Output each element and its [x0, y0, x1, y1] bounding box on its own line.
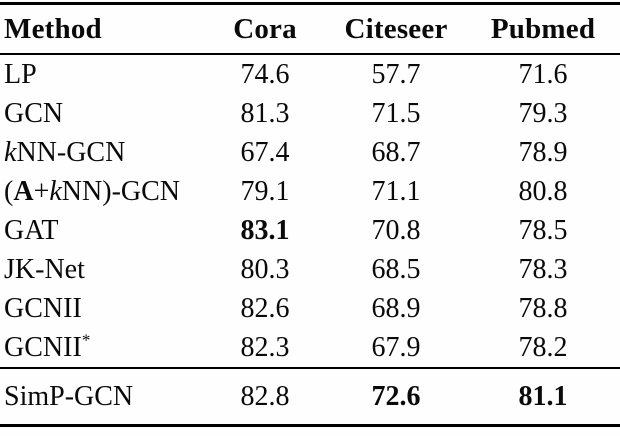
value-cell: 79.1 — [240, 175, 290, 207]
method-cell: GCNII* — [0, 328, 204, 368]
value-cell: 78.2 — [518, 331, 568, 363]
table-row: (A+kNN)-GCN 79.1 71.1 80.8 — [0, 172, 620, 211]
method-text-segment: + — [33, 175, 50, 207]
value-cell: 70.8 — [371, 214, 421, 246]
value-cell: 68.9 — [371, 292, 421, 324]
method-text-segment: SimP-GCN — [4, 380, 134, 412]
table-row: LP 74.6 57.7 71.6 — [0, 54, 620, 94]
value-cell: 71.6 — [518, 58, 568, 90]
method-text-segment: LP — [4, 58, 37, 90]
method-text-segment: GCN — [4, 97, 64, 129]
value-cell: 78.9 — [518, 136, 568, 168]
column-header-cora: Cora — [233, 12, 297, 45]
table-row: SimP-GCN 82.8 72.6 81.1 — [0, 368, 620, 426]
results-table-container: Method Cora Citeseer Pubmed LP 74.6 57.7 71… — [0, 2, 620, 427]
value-cell: 57.7 — [371, 58, 421, 90]
method-text-segment: k — [4, 136, 17, 168]
value-cell: 71.1 — [371, 175, 421, 207]
value-cell: 68.7 — [371, 136, 421, 168]
column-header-method: Method — [4, 12, 102, 45]
results-table: Method Cora Citeseer Pubmed LP 74.6 57.7 71… — [0, 2, 620, 427]
method-cell: kNN-GCN — [0, 133, 204, 172]
table-row: GCNII 82.6 68.9 78.8 — [0, 289, 620, 328]
value-cell: 82.3 — [240, 331, 290, 363]
column-header-citeseer: Citeseer — [344, 12, 448, 45]
value-cell: 72.6 — [371, 380, 421, 412]
method-cell: GCN — [0, 94, 204, 133]
value-cell: 82.6 — [240, 292, 290, 324]
method-cell: JK-Net — [0, 250, 204, 289]
value-cell: 67.4 — [240, 136, 290, 168]
table-row: GAT 83.1 70.8 78.5 — [0, 211, 620, 250]
method-cell: GCNII — [0, 289, 204, 328]
value-cell: 79.3 — [518, 97, 568, 129]
value-cell: 78.8 — [518, 292, 568, 324]
value-cell: 83.1 — [240, 214, 290, 246]
value-cell: 78.3 — [518, 253, 568, 285]
method-text-segment: GCNII — [4, 292, 82, 324]
table-row: kNN-GCN 67.4 68.7 78.9 — [0, 133, 620, 172]
method-cell: LP — [0, 54, 204, 94]
value-cell: 80.8 — [518, 175, 568, 207]
method-text-segment: GCNII — [4, 331, 82, 363]
value-cell: 67.9 — [371, 331, 421, 363]
value-cell: 74.6 — [240, 58, 290, 90]
method-text-segment: * — [81, 330, 91, 350]
method-text-segment: A — [13, 175, 34, 207]
method-text-segment: NN-GCN — [16, 136, 126, 168]
value-cell: 82.8 — [240, 380, 290, 412]
method-text-segment: ( — [4, 175, 14, 207]
method-text-segment: k — [49, 175, 62, 207]
header-row: Method Cora Citeseer Pubmed — [0, 4, 620, 54]
table-row: JK-Net 80.3 68.5 78.3 — [0, 250, 620, 289]
table-body: LP 74.6 57.7 71.6 GCN 81.3 71.5 79.3 kNN-GCN 67.4… — [0, 54, 620, 426]
value-cell: 81.1 — [518, 380, 568, 412]
value-cell: 81.3 — [240, 97, 290, 129]
method-cell: (A+kNN)-GCN — [0, 172, 204, 211]
method-text-segment: NN)-GCN — [61, 175, 181, 207]
table-row: GCN 81.3 71.5 79.3 — [0, 94, 620, 133]
value-cell: 80.3 — [240, 253, 290, 285]
value-cell: 71.5 — [371, 97, 421, 129]
method-cell: SimP-GCN — [0, 368, 204, 426]
method-cell: GAT — [0, 211, 204, 250]
method-text-segment: JK-Net — [4, 253, 85, 285]
column-header-pubmed: Pubmed — [490, 12, 596, 45]
value-cell: 78.5 — [518, 214, 568, 246]
method-text-segment: GAT — [4, 214, 59, 246]
table-row: GCNII* 82.3 67.9 78.2 — [0, 328, 620, 368]
value-cell: 68.5 — [371, 253, 421, 285]
